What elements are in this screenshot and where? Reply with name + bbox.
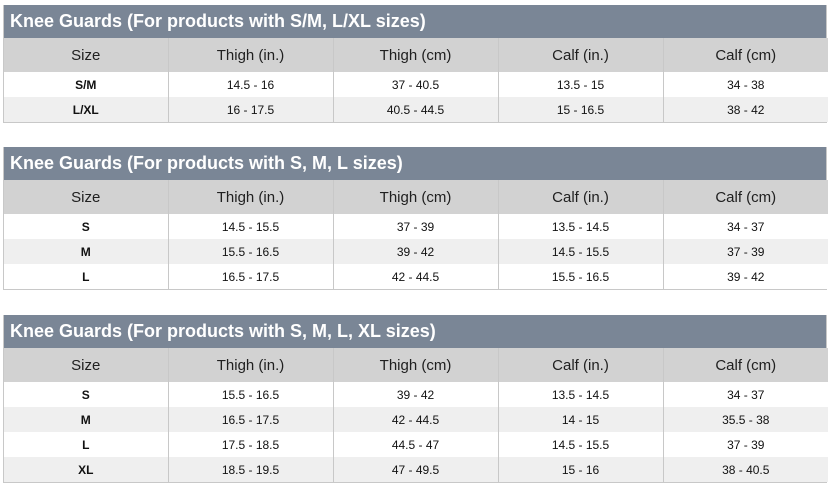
cell-thigh-in: 15.5 - 16.5: [168, 239, 334, 264]
cell-thigh-in: 16 - 17.5: [168, 97, 334, 122]
header-thigh-cm: Thigh (cm): [333, 180, 499, 214]
header-thigh-in: Thigh (in.): [168, 180, 334, 214]
cell-calf-in: 15.5 - 16.5: [498, 264, 664, 289]
cell-calf-cm: 38 - 40.5: [663, 457, 828, 482]
size-table-2: Knee Guards (For products with S, M, L s…: [3, 147, 828, 290]
cell-calf-cm: 37 - 39: [663, 239, 828, 264]
cell-thigh-in: 14.5 - 15.5: [168, 214, 334, 239]
cell-thigh-cm: 39 - 42: [333, 239, 499, 264]
cell-calf-in: 13.5 - 14.5: [498, 382, 664, 407]
header-thigh-in: Thigh (in.): [168, 38, 334, 72]
header-size: Size: [4, 348, 169, 382]
cell-calf-cm: 35.5 - 38: [663, 407, 828, 432]
header-thigh-in: Thigh (in.): [168, 348, 334, 382]
cell-calf-in: 15 - 16.5: [498, 97, 664, 122]
cell-thigh-in: 15.5 - 16.5: [168, 382, 334, 407]
cell-thigh-cm: 42 - 44.5: [333, 264, 499, 289]
cell-thigh-cm: 39 - 42: [333, 382, 499, 407]
table-title: Knee Guards (For products with S, M, L s…: [4, 147, 826, 180]
cell-thigh-in: 17.5 - 18.5: [168, 432, 334, 457]
cell-thigh-cm: 40.5 - 44.5: [333, 97, 499, 122]
header-row: Size Thigh (in.) Thigh (cm) Calf (in.) C…: [4, 180, 828, 214]
cell-calf-in: 14.5 - 15.5: [498, 432, 664, 457]
header-thigh-cm: Thigh (cm): [333, 348, 499, 382]
cell-size: L/XL: [4, 97, 169, 122]
table-row: XL 18.5 - 19.5 47 - 49.5 15 - 16 38 - 40…: [4, 457, 828, 482]
cell-thigh-in: 18.5 - 19.5: [168, 457, 334, 482]
size-chart-table: Size Thigh (in.) Thigh (cm) Calf (in.) C…: [4, 348, 828, 482]
cell-calf-in: 14 - 15: [498, 407, 664, 432]
size-table-1: Knee Guards (For products with S/M, L/XL…: [3, 5, 828, 123]
cell-size: L: [4, 432, 169, 457]
cell-size: S/M: [4, 72, 169, 97]
cell-size: S: [4, 214, 169, 239]
table-row: S 14.5 - 15.5 37 - 39 13.5 - 14.5 34 - 3…: [4, 214, 828, 239]
cell-calf-in: 15 - 16: [498, 457, 664, 482]
table-title: Knee Guards (For products with S, M, L, …: [4, 315, 826, 348]
cell-thigh-cm: 37 - 39: [333, 214, 499, 239]
cell-thigh-cm: 47 - 49.5: [333, 457, 499, 482]
header-row: Size Thigh (in.) Thigh (cm) Calf (in.) C…: [4, 348, 828, 382]
cell-calf-cm: 34 - 37: [663, 382, 828, 407]
table-row: M 15.5 - 16.5 39 - 42 14.5 - 15.5 37 - 3…: [4, 239, 828, 264]
cell-thigh-cm: 44.5 - 47: [333, 432, 499, 457]
cell-calf-in: 13.5 - 14.5: [498, 214, 664, 239]
header-calf-in: Calf (in.): [498, 38, 664, 72]
table-row: L 16.5 - 17.5 42 - 44.5 15.5 - 16.5 39 -…: [4, 264, 828, 289]
header-calf-cm: Calf (cm): [663, 180, 828, 214]
cell-thigh-in: 16.5 - 17.5: [168, 264, 334, 289]
cell-calf-in: 14.5 - 15.5: [498, 239, 664, 264]
cell-thigh-cm: 42 - 44.5: [333, 407, 499, 432]
cell-calf-cm: 37 - 39: [663, 432, 828, 457]
header-calf-in: Calf (in.): [498, 180, 664, 214]
cell-size: M: [4, 239, 169, 264]
cell-thigh-cm: 37 - 40.5: [333, 72, 499, 97]
header-thigh-cm: Thigh (cm): [333, 38, 499, 72]
table-title: Knee Guards (For products with S/M, L/XL…: [4, 5, 826, 38]
header-row: Size Thigh (in.) Thigh (cm) Calf (in.) C…: [4, 38, 828, 72]
table-row: S/M 14.5 - 16 37 - 40.5 13.5 - 15 34 - 3…: [4, 72, 828, 97]
header-calf-cm: Calf (cm): [663, 348, 828, 382]
cell-calf-cm: 34 - 38: [663, 72, 828, 97]
cell-size: S: [4, 382, 169, 407]
table-row: L 17.5 - 18.5 44.5 - 47 14.5 - 15.5 37 -…: [4, 432, 828, 457]
header-calf-in: Calf (in.): [498, 348, 664, 382]
cell-calf-cm: 38 - 42: [663, 97, 828, 122]
cell-thigh-in: 14.5 - 16: [168, 72, 334, 97]
cell-size: L: [4, 264, 169, 289]
cell-calf-cm: 39 - 42: [663, 264, 828, 289]
size-chart-table: Size Thigh (in.) Thigh (cm) Calf (in.) C…: [4, 38, 828, 122]
cell-size: M: [4, 407, 169, 432]
size-chart-table: Size Thigh (in.) Thigh (cm) Calf (in.) C…: [4, 180, 828, 289]
table-row: S 15.5 - 16.5 39 - 42 13.5 - 14.5 34 - 3…: [4, 382, 828, 407]
size-table-3: Knee Guards (For products with S, M, L, …: [3, 315, 828, 483]
table-row: M 16.5 - 17.5 42 - 44.5 14 - 15 35.5 - 3…: [4, 407, 828, 432]
table-row: L/XL 16 - 17.5 40.5 - 44.5 15 - 16.5 38 …: [4, 97, 828, 122]
cell-calf-in: 13.5 - 15: [498, 72, 664, 97]
header-size: Size: [4, 180, 169, 214]
header-calf-cm: Calf (cm): [663, 38, 828, 72]
cell-thigh-in: 16.5 - 17.5: [168, 407, 334, 432]
cell-size: XL: [4, 457, 169, 482]
cell-calf-cm: 34 - 37: [663, 214, 828, 239]
header-size: Size: [4, 38, 169, 72]
